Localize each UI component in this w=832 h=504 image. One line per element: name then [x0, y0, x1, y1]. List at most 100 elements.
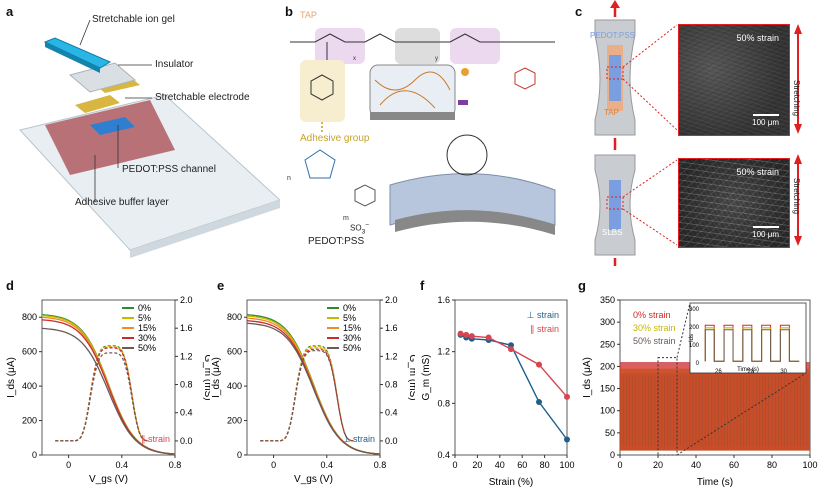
legend-label: 30% [138, 333, 156, 343]
strain-direction-note: ⊥ strain [343, 434, 375, 444]
x-tick-label: 60 [517, 460, 527, 470]
x-tick-label: 0 [271, 460, 276, 470]
x-tick-label: 0.8 [374, 460, 387, 470]
inset-y-tick: 0 [696, 361, 700, 367]
legend-dot-icon [461, 68, 469, 76]
stretching-label-bottom: Stretching [792, 178, 801, 215]
legend-label: 5% [343, 313, 356, 323]
y-tick-label: 350 [600, 295, 615, 305]
x-axis-label: V_gs (V) [89, 474, 128, 485]
catechol-icon [514, 67, 536, 90]
sem-top-strain: 50% strain [736, 33, 779, 43]
y-tick-label: 800 [22, 312, 37, 322]
network-substrate [370, 112, 455, 120]
label-tap-c: TAP [604, 108, 619, 117]
legend-label: 5% [138, 313, 151, 323]
y2-tick-label: 2.0 [385, 295, 398, 305]
x-tick-label: 0 [66, 460, 71, 470]
arrowhead-up-top-icon [610, 0, 620, 8]
y-tick-label: 0 [32, 450, 37, 460]
y-axis-label: G_m (mS) [421, 354, 432, 400]
x-tick-label: 60 [729, 460, 739, 470]
chart-e: 0 200 400 600 800 0.0 0.4 0.8 1.2 1.6 2.0 0 0.4 0.8 V_… [211, 295, 415, 485]
gm-curve-50% [55, 352, 149, 442]
tap-title: TAP [300, 10, 317, 20]
label-ion-gel: Stretchable ion gel [92, 14, 175, 25]
label-slbs: SLBS [602, 228, 623, 237]
data-point [468, 333, 475, 340]
data-point [536, 399, 542, 406]
zoom-line-2 [622, 78, 678, 131]
y-tick-label: 200 [600, 361, 615, 371]
x-tick-label: 40 [495, 460, 505, 470]
inset-frame [689, 302, 807, 374]
x-tick-label: 80 [540, 460, 550, 470]
pedot-pss-label: PEDOT:PSS [308, 236, 365, 247]
x-tick-label: 0.4 [116, 460, 129, 470]
stretch-down-bottom-icon [794, 236, 802, 246]
gm-curve-5% [260, 345, 354, 442]
zoom-circle [446, 134, 488, 176]
zoom-line-4 [622, 208, 678, 246]
y-tick-label: 50 [605, 428, 615, 438]
y-axis-label: I_ds (μA) [211, 357, 222, 398]
zoom-box-top [606, 66, 624, 80]
legend-label: 50% strain [633, 336, 676, 346]
sem-bottom-strain: 50% strain [736, 167, 779, 177]
y-tick-label: 1.6 [437, 295, 450, 305]
electrode-1 [75, 95, 120, 113]
inset-x-label: Time (s) [737, 367, 759, 373]
so3-label: SO3− [350, 222, 370, 236]
y-tick-label: 150 [600, 384, 615, 394]
gm-curve-50% [260, 350, 354, 442]
panel-letter-e: e [217, 278, 225, 293]
panel-letter-g: g [578, 278, 586, 293]
x-tick-label: 80 [767, 460, 777, 470]
inset-x-tick: 26 [715, 369, 722, 375]
buffer-layer [45, 100, 175, 175]
catechol-ring [310, 74, 334, 101]
x-tick-label: 100 [802, 460, 817, 470]
legend-label: 15% [138, 323, 156, 333]
label-buffer: Adhesive buffer layer [75, 197, 169, 208]
subscript-m: m [343, 215, 349, 222]
inset-trace-2 [704, 329, 800, 362]
y-tick-label: 600 [22, 347, 37, 357]
sem-top-scale: 100 μm [752, 114, 779, 127]
device-exploded-view [19, 19, 280, 258]
inset-y-tick: 300 [689, 307, 700, 313]
inset-y-label: Ids [689, 334, 695, 342]
sem-image-bottom: 50% strain 100 μm [678, 158, 790, 248]
y-tick-label: 0 [610, 450, 615, 460]
legend-label: 50% [343, 343, 361, 353]
data-point [536, 361, 542, 368]
y-tick-label: 200 [227, 416, 242, 426]
y-axis-label: I_ds (μA) [6, 357, 17, 398]
network-strands [374, 71, 451, 109]
inset-source-box [657, 357, 678, 456]
sem-bottom-scale: 100 μm [752, 226, 779, 239]
x-tick-label: 40 [691, 460, 701, 470]
gm-curve-0% [55, 345, 149, 442]
y2-tick-label: 2.0 [180, 295, 193, 305]
network-cartoon [369, 64, 456, 118]
leader-ion-gel [79, 19, 91, 46]
y2-tick-label: 0.8 [180, 380, 193, 390]
x-tick-label: 0.4 [321, 460, 334, 470]
data-point [508, 346, 514, 353]
panel-letter-a: a [6, 4, 14, 19]
y-tick-label: 200 [22, 416, 37, 426]
x-tick-label: 20 [653, 460, 663, 470]
zoom-line-3 [622, 159, 678, 198]
chart-f: 0.4 0.8 1.2 1.6 0 20 40 60 80 100 Strain (%) G_m (m… [421, 295, 575, 488]
glass-edge [130, 200, 280, 258]
ids-curve-50% [41, 327, 176, 455]
y2-tick-label: 0.8 [385, 380, 398, 390]
stretch-down-top-icon [794, 124, 802, 134]
inset-y-tick: 200 [689, 325, 700, 331]
y-tick-label: 400 [22, 381, 37, 391]
zoom-line-1 [622, 24, 678, 68]
legend-bar-icon [458, 100, 468, 105]
x-axis-label: Time (s) [697, 477, 733, 488]
